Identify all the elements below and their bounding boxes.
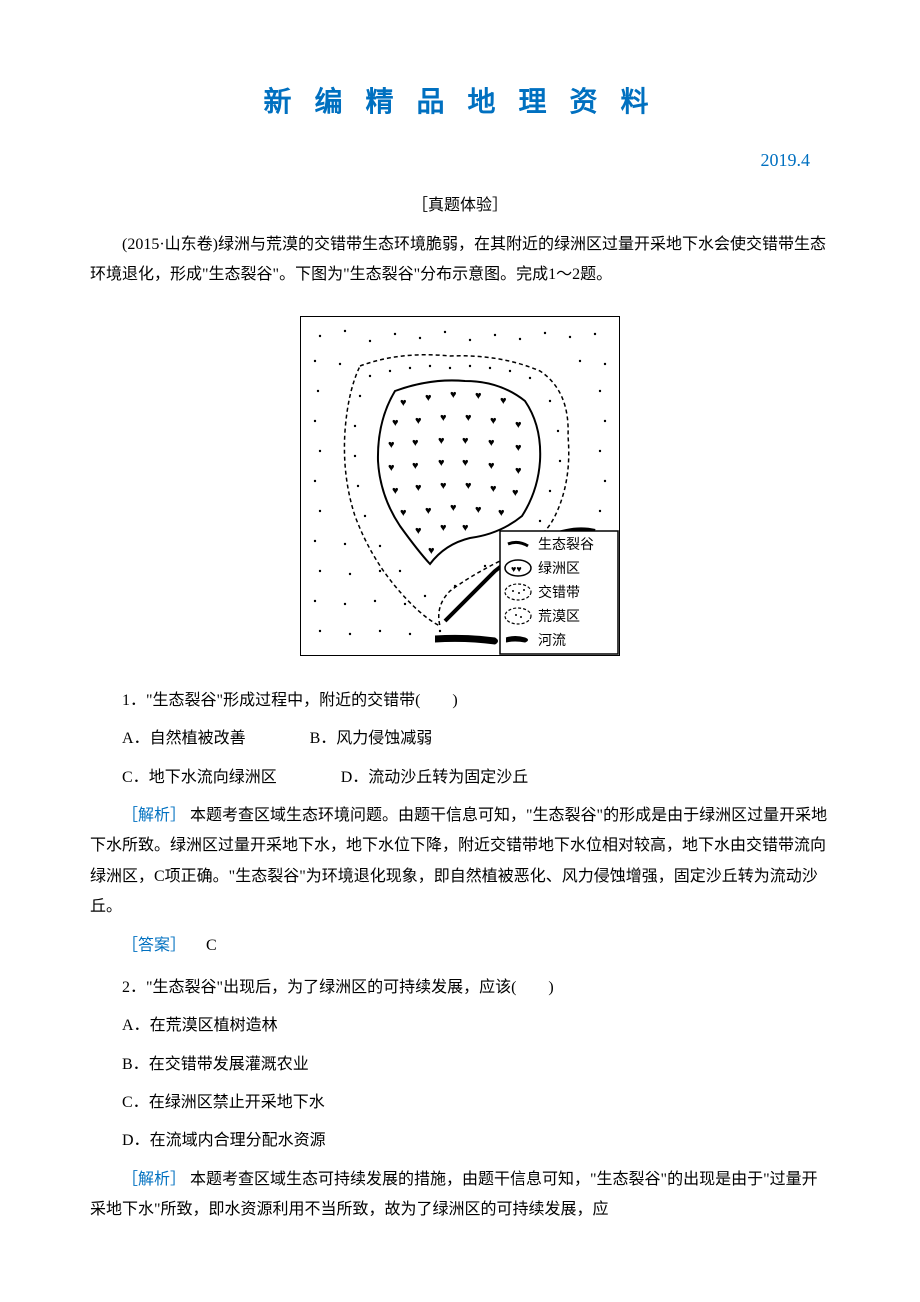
document-date: 2019.4 bbox=[90, 150, 830, 171]
svg-text:♥: ♥ bbox=[490, 415, 497, 427]
answer-text: C bbox=[190, 937, 217, 954]
svg-text:♥: ♥ bbox=[412, 437, 419, 449]
svg-text:♥: ♥ bbox=[388, 462, 395, 474]
svg-text:♥: ♥ bbox=[440, 412, 447, 424]
svg-text:♥: ♥ bbox=[440, 480, 447, 492]
legend-label-desert: 荒漠区 bbox=[538, 609, 580, 625]
intro-paragraph: (2015·山东卷)绿洲与荒漠的交错带生态环境脆弱，在其附近的绿洲区过量开采地下… bbox=[90, 230, 830, 291]
ecology-diagram: ♥♥♥♥♥ ♥♥♥♥♥♥ ♥♥♥♥♥♥ ♥♥♥♥♥♥ ♥♥♥♥♥♥ ♥♥♥♥♥ … bbox=[300, 316, 620, 656]
section-header: ［真题体验］ bbox=[90, 191, 830, 215]
svg-text:♥: ♥ bbox=[462, 522, 469, 534]
document-title: 新 编 精 品 地 理 资 料 bbox=[90, 80, 830, 120]
legend-label-transition: 交错带 bbox=[538, 584, 580, 601]
svg-text:♥: ♥ bbox=[412, 460, 419, 472]
option-1c: C．地下水流向绿洲区 bbox=[122, 769, 307, 786]
svg-text:♥: ♥ bbox=[415, 525, 422, 537]
question-1-stem: 1．"生态裂谷"形成过程中，附近的交错带( ) bbox=[90, 686, 830, 716]
answer-label: ［答案］ bbox=[122, 937, 186, 954]
analysis-label: ［解析］ bbox=[122, 1171, 186, 1188]
svg-text:♥: ♥ bbox=[475, 504, 482, 516]
analysis-label: ［解析］ bbox=[122, 807, 186, 824]
svg-text:♥: ♥ bbox=[465, 412, 472, 424]
svg-text:♥: ♥ bbox=[388, 439, 395, 451]
legend-label-rift: 生态裂谷 bbox=[538, 537, 594, 553]
svg-text:♥: ♥ bbox=[392, 485, 399, 497]
svg-text:♥: ♥ bbox=[438, 457, 445, 469]
question-1-answer: ［答案］ C bbox=[90, 931, 830, 961]
svg-text:♥: ♥ bbox=[498, 507, 505, 519]
svg-text:♥♥: ♥♥ bbox=[511, 564, 522, 574]
svg-text:♥: ♥ bbox=[475, 390, 482, 402]
svg-text:♥: ♥ bbox=[440, 522, 447, 534]
svg-text:♥: ♥ bbox=[438, 435, 445, 447]
legend-label-oasis: 绿洲区 bbox=[538, 561, 580, 577]
svg-text:♥: ♥ bbox=[425, 392, 432, 404]
option-1b: B．风力侵蚀减弱 bbox=[310, 730, 463, 747]
svg-text:♥: ♥ bbox=[415, 482, 422, 494]
question-2-option-b: B．在交错带发展灌溉农业 bbox=[90, 1050, 830, 1080]
svg-text:♥: ♥ bbox=[512, 487, 519, 499]
question-1-options-line1: A．自然植被改善 B．风力侵蚀减弱 bbox=[90, 724, 830, 754]
svg-text:♥: ♥ bbox=[425, 505, 432, 517]
svg-text:♥: ♥ bbox=[515, 442, 522, 454]
figure-container: ♥♥♥♥♥ ♥♥♥♥♥♥ ♥♥♥♥♥♥ ♥♥♥♥♥♥ ♥♥♥♥♥♥ ♥♥♥♥♥ … bbox=[90, 316, 830, 661]
question-2-stem: 2．"生态裂谷"出现后，为了绿洲区的可持续发展，应该( ) bbox=[90, 973, 830, 1003]
svg-text:♥: ♥ bbox=[400, 507, 407, 519]
question-2-option-d: D．在流域内合理分配水资源 bbox=[90, 1126, 830, 1156]
question-number: 1． bbox=[122, 692, 146, 709]
question-number: 2． bbox=[122, 979, 146, 996]
svg-text:♥: ♥ bbox=[490, 483, 497, 495]
svg-text:♥: ♥ bbox=[462, 435, 469, 447]
analysis-text: 本题考查区域生态可持续发展的措施，由题干信息可知，"生态裂谷"的出现是由于"过量… bbox=[90, 1171, 818, 1218]
question-1-analysis: ［解析］ 本题考查区域生态环境问题。由题干信息可知，"生态裂谷"的形成是由于绿洲… bbox=[90, 801, 830, 923]
svg-text:♥: ♥ bbox=[450, 389, 457, 401]
svg-text:♥: ♥ bbox=[392, 417, 399, 429]
svg-text:♥: ♥ bbox=[515, 465, 522, 477]
question-1-options-line2: C．地下水流向绿洲区 D．流动沙丘转为固定沙丘 bbox=[90, 763, 830, 793]
svg-text:♥: ♥ bbox=[515, 419, 522, 431]
svg-text:♥: ♥ bbox=[450, 502, 457, 514]
svg-text:♥: ♥ bbox=[465, 480, 472, 492]
question-2-analysis: ［解析］ 本题考查区域生态可持续发展的措施，由题干信息可知，"生态裂谷"的出现是… bbox=[90, 1165, 830, 1226]
question-2-option-a: A．在荒漠区植树造林 bbox=[90, 1011, 830, 1041]
svg-text:♥: ♥ bbox=[488, 460, 495, 472]
svg-text:♥: ♥ bbox=[500, 395, 507, 407]
analysis-text: 本题考查区域生态环境问题。由题干信息可知，"生态裂谷"的形成是由于绿洲区过量开采… bbox=[90, 807, 827, 915]
svg-text:♥: ♥ bbox=[428, 545, 435, 557]
option-1d: D．流动沙丘转为固定沙丘 bbox=[341, 769, 559, 786]
svg-text:♥: ♥ bbox=[400, 397, 407, 409]
option-1a: A．自然植被改善 bbox=[122, 730, 276, 747]
legend-label-river: 河流 bbox=[538, 633, 566, 649]
svg-text:♥: ♥ bbox=[488, 437, 495, 449]
svg-text:♥: ♥ bbox=[415, 415, 422, 427]
question-2-option-c: C．在绿洲区禁止开采地下水 bbox=[90, 1088, 830, 1118]
svg-text:♥: ♥ bbox=[462, 457, 469, 469]
